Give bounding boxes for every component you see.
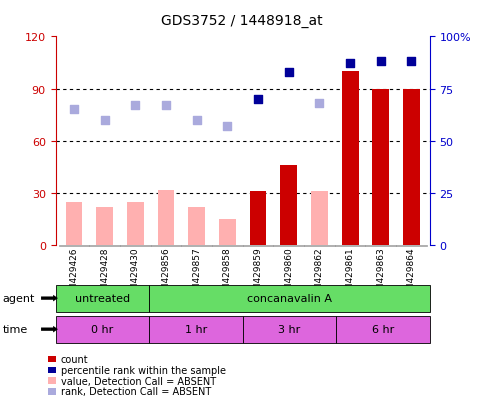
Bar — [396, 246, 427, 247]
Bar — [66, 202, 83, 246]
Bar — [311, 192, 328, 246]
Point — [315, 101, 323, 107]
Text: rank, Detection Call = ABSENT: rank, Detection Call = ABSENT — [61, 387, 211, 396]
Bar — [120, 246, 151, 247]
Point — [377, 59, 384, 66]
Bar — [96, 207, 113, 246]
Bar — [181, 246, 212, 247]
Bar — [280, 166, 297, 246]
Point — [131, 103, 139, 109]
Point — [70, 107, 78, 114]
Bar — [219, 220, 236, 246]
Bar — [188, 207, 205, 246]
Text: 3 hr: 3 hr — [278, 324, 300, 335]
Bar — [366, 246, 396, 247]
Text: concanavalin A: concanavalin A — [247, 293, 332, 304]
Bar — [157, 190, 174, 246]
Bar — [127, 202, 144, 246]
Text: value, Detection Call = ABSENT: value, Detection Call = ABSENT — [61, 376, 216, 386]
Text: GDS3752 / 1448918_at: GDS3752 / 1448918_at — [161, 14, 322, 28]
Text: untreated: untreated — [75, 293, 130, 304]
Point — [408, 59, 415, 66]
Point — [254, 97, 262, 103]
Text: 0 hr: 0 hr — [91, 324, 114, 335]
Text: percentile rank within the sample: percentile rank within the sample — [61, 365, 226, 375]
Bar — [243, 246, 273, 247]
Point — [193, 117, 200, 124]
Bar — [403, 89, 420, 246]
Text: 1 hr: 1 hr — [185, 324, 207, 335]
Bar — [335, 246, 366, 247]
Bar — [250, 192, 267, 246]
Point — [101, 117, 109, 124]
Point — [285, 69, 293, 76]
Bar — [58, 246, 89, 247]
Bar — [372, 89, 389, 246]
Text: agent: agent — [2, 293, 35, 304]
Point — [346, 61, 354, 68]
Bar — [151, 246, 181, 247]
Point — [224, 123, 231, 130]
Text: time: time — [2, 324, 28, 335]
Bar — [212, 246, 243, 247]
Bar — [273, 246, 304, 247]
Bar — [341, 72, 358, 246]
Text: 6 hr: 6 hr — [372, 324, 394, 335]
Text: count: count — [61, 354, 88, 364]
Bar — [304, 246, 335, 247]
Point — [162, 103, 170, 109]
Bar — [89, 246, 120, 247]
